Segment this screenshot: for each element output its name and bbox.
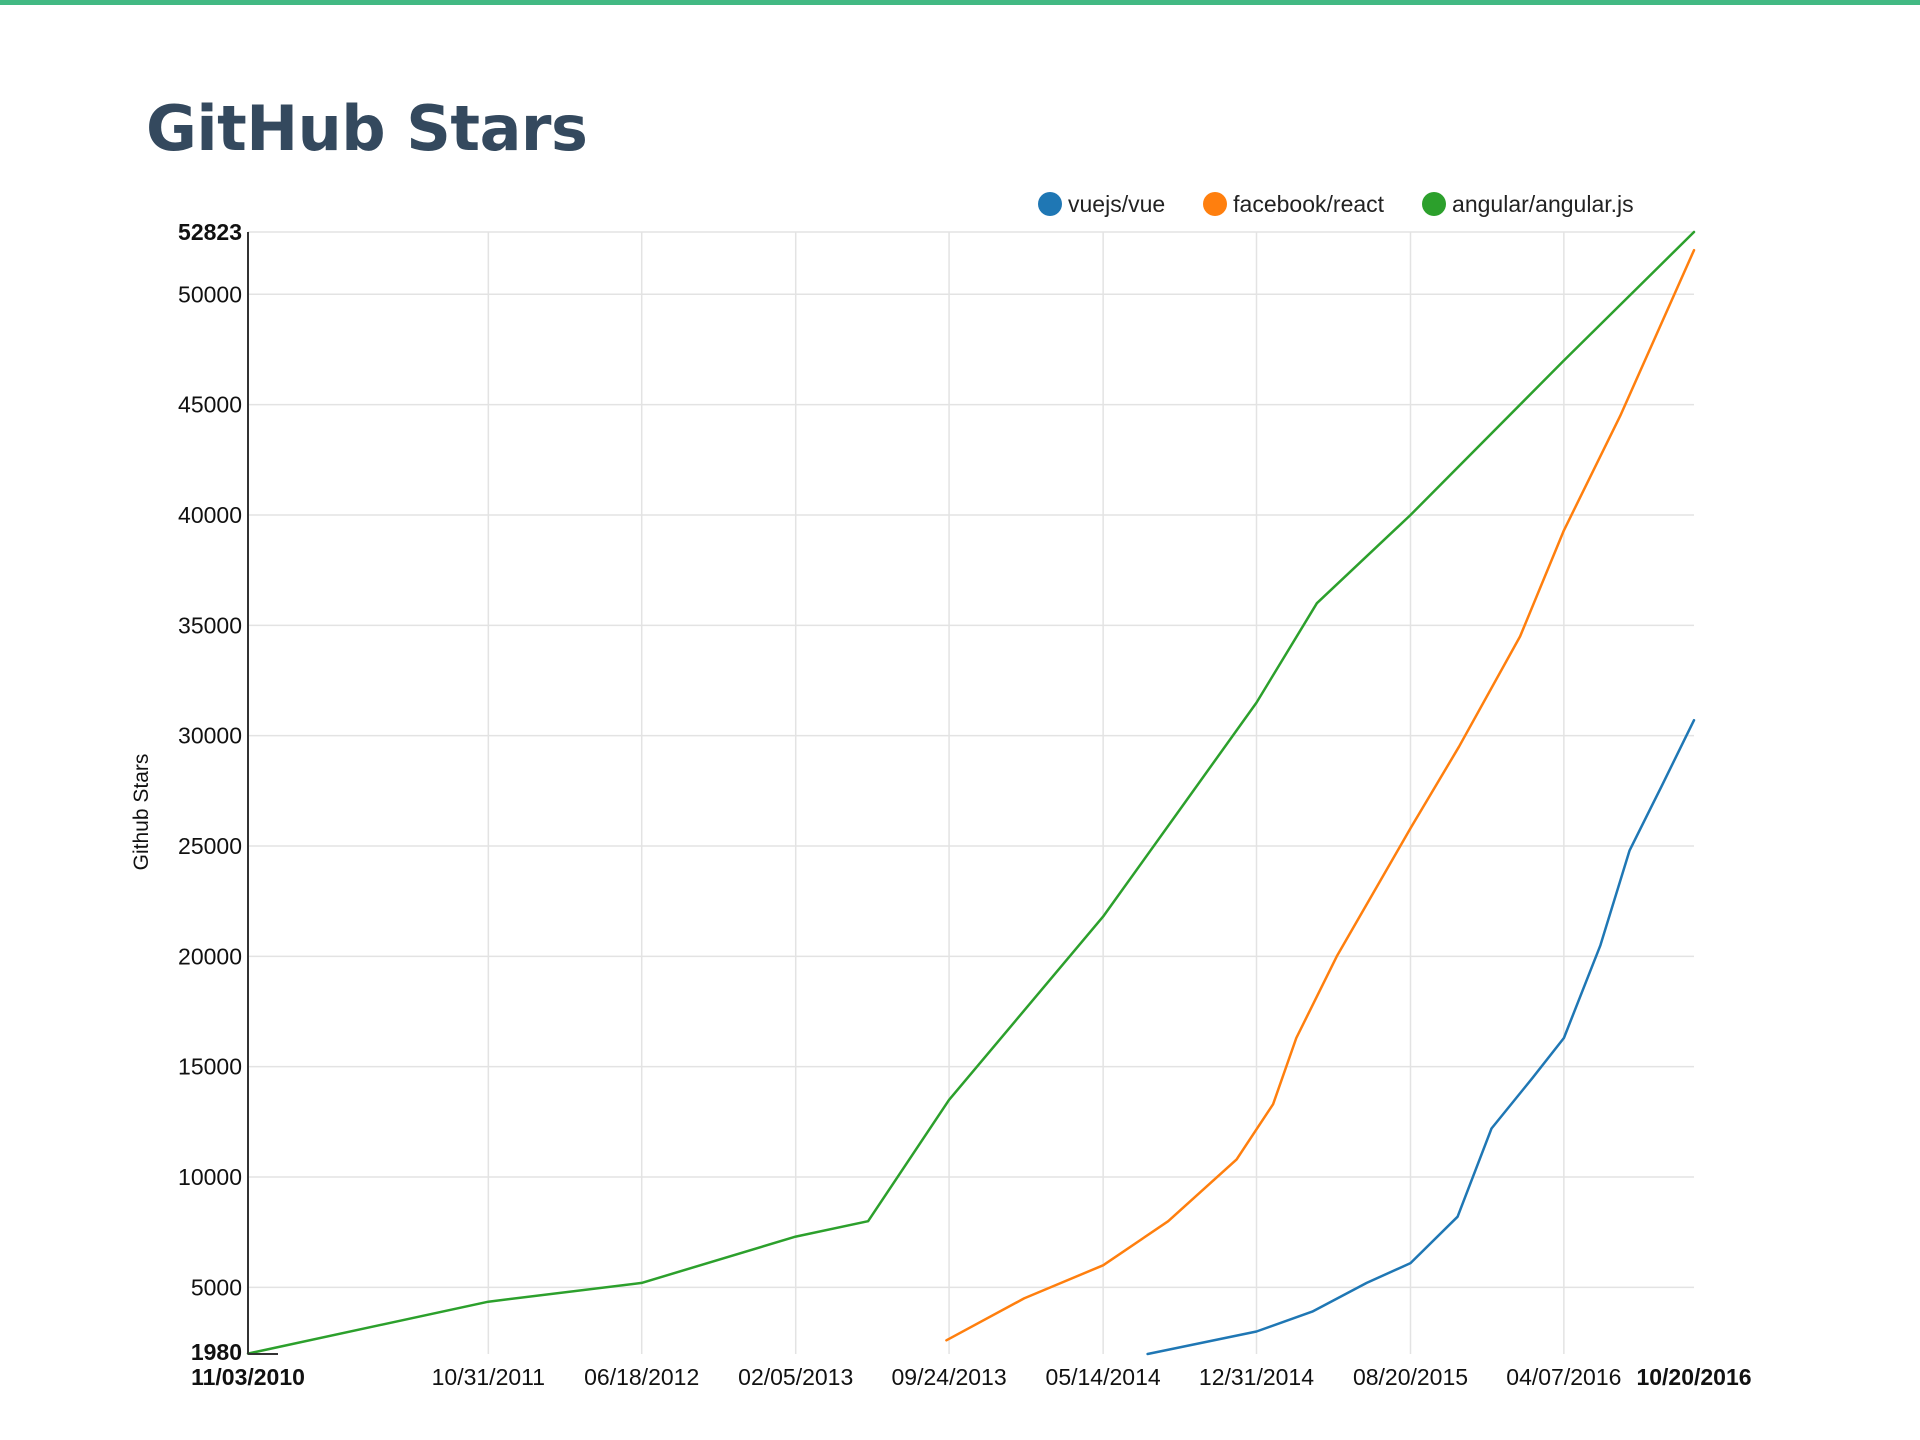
x-tick-label: 11/03/2010 <box>191 1364 305 1390</box>
series-line-vue[interactable] <box>1146 718 1696 1356</box>
y-tick-label: 10000 <box>178 1164 242 1190</box>
x-tick-label: 02/05/2013 <box>738 1364 853 1390</box>
series-line-angular[interactable] <box>246 230 1696 1355</box>
y-tick-label: 52823 <box>178 219 242 245</box>
y-tick-label: 5000 <box>191 1274 242 1300</box>
legend-dot-react <box>1203 192 1228 216</box>
x-tick-label: 04/07/2016 <box>1506 1364 1621 1390</box>
y-tick-label: 25000 <box>178 833 242 859</box>
legend-label-vue: vuejs/vue <box>1068 190 1166 217</box>
legend-dot-vue <box>1038 192 1062 216</box>
x-tick-label: 05/14/2014 <box>1046 1364 1161 1390</box>
y-tick-label: 20000 <box>178 943 242 969</box>
x-tick-label: 12/31/2014 <box>1199 1364 1314 1390</box>
legend-item-vue[interactable]: vuejs/vue <box>1038 191 1165 218</box>
grid-layer <box>248 231 1694 1354</box>
page-title: GitHub Stars <box>146 92 588 165</box>
y-tick-label: 30000 <box>178 723 242 749</box>
label-layer: 1980 5000 10000 15000 20000 25000 30000 35000 40… <box>178 219 1752 1390</box>
series-layer <box>246 230 1696 1356</box>
y-tick-label: 35000 <box>178 612 242 638</box>
y-tick-label: 1980 <box>191 1339 242 1365</box>
y-tick-label: 15000 <box>178 1054 242 1080</box>
y-axis-title: Github Stars <box>130 754 153 871</box>
axis-layer <box>247 232 278 1355</box>
y-tick-label: 40000 <box>178 502 242 528</box>
x-tick-label: 06/18/2012 <box>584 1364 699 1390</box>
chart-legend: vuejs/vue facebook/react angular/angular… <box>1038 188 1634 220</box>
legend-item-angular[interactable]: angular/angular.js <box>1422 191 1634 218</box>
x-tick-label: 08/20/2015 <box>1353 1364 1468 1390</box>
x-tick-label: 09/24/2013 <box>892 1364 1007 1390</box>
series-line-react[interactable] <box>945 248 1696 1342</box>
top-accent-bar <box>0 0 1920 5</box>
legend-dot-angular <box>1422 192 1447 216</box>
x-tick-label: 10/20/2016 <box>1636 1364 1751 1390</box>
x-tick-label: 10/31/2011 <box>432 1364 545 1390</box>
legend-label-angular: angular/angular.js <box>1452 190 1634 217</box>
y-tick-label: 45000 <box>178 392 242 418</box>
y-tick-label: 50000 <box>178 281 242 307</box>
legend-item-react[interactable]: facebook/react <box>1203 191 1384 218</box>
legend-label-react: facebook/react <box>1233 190 1385 217</box>
